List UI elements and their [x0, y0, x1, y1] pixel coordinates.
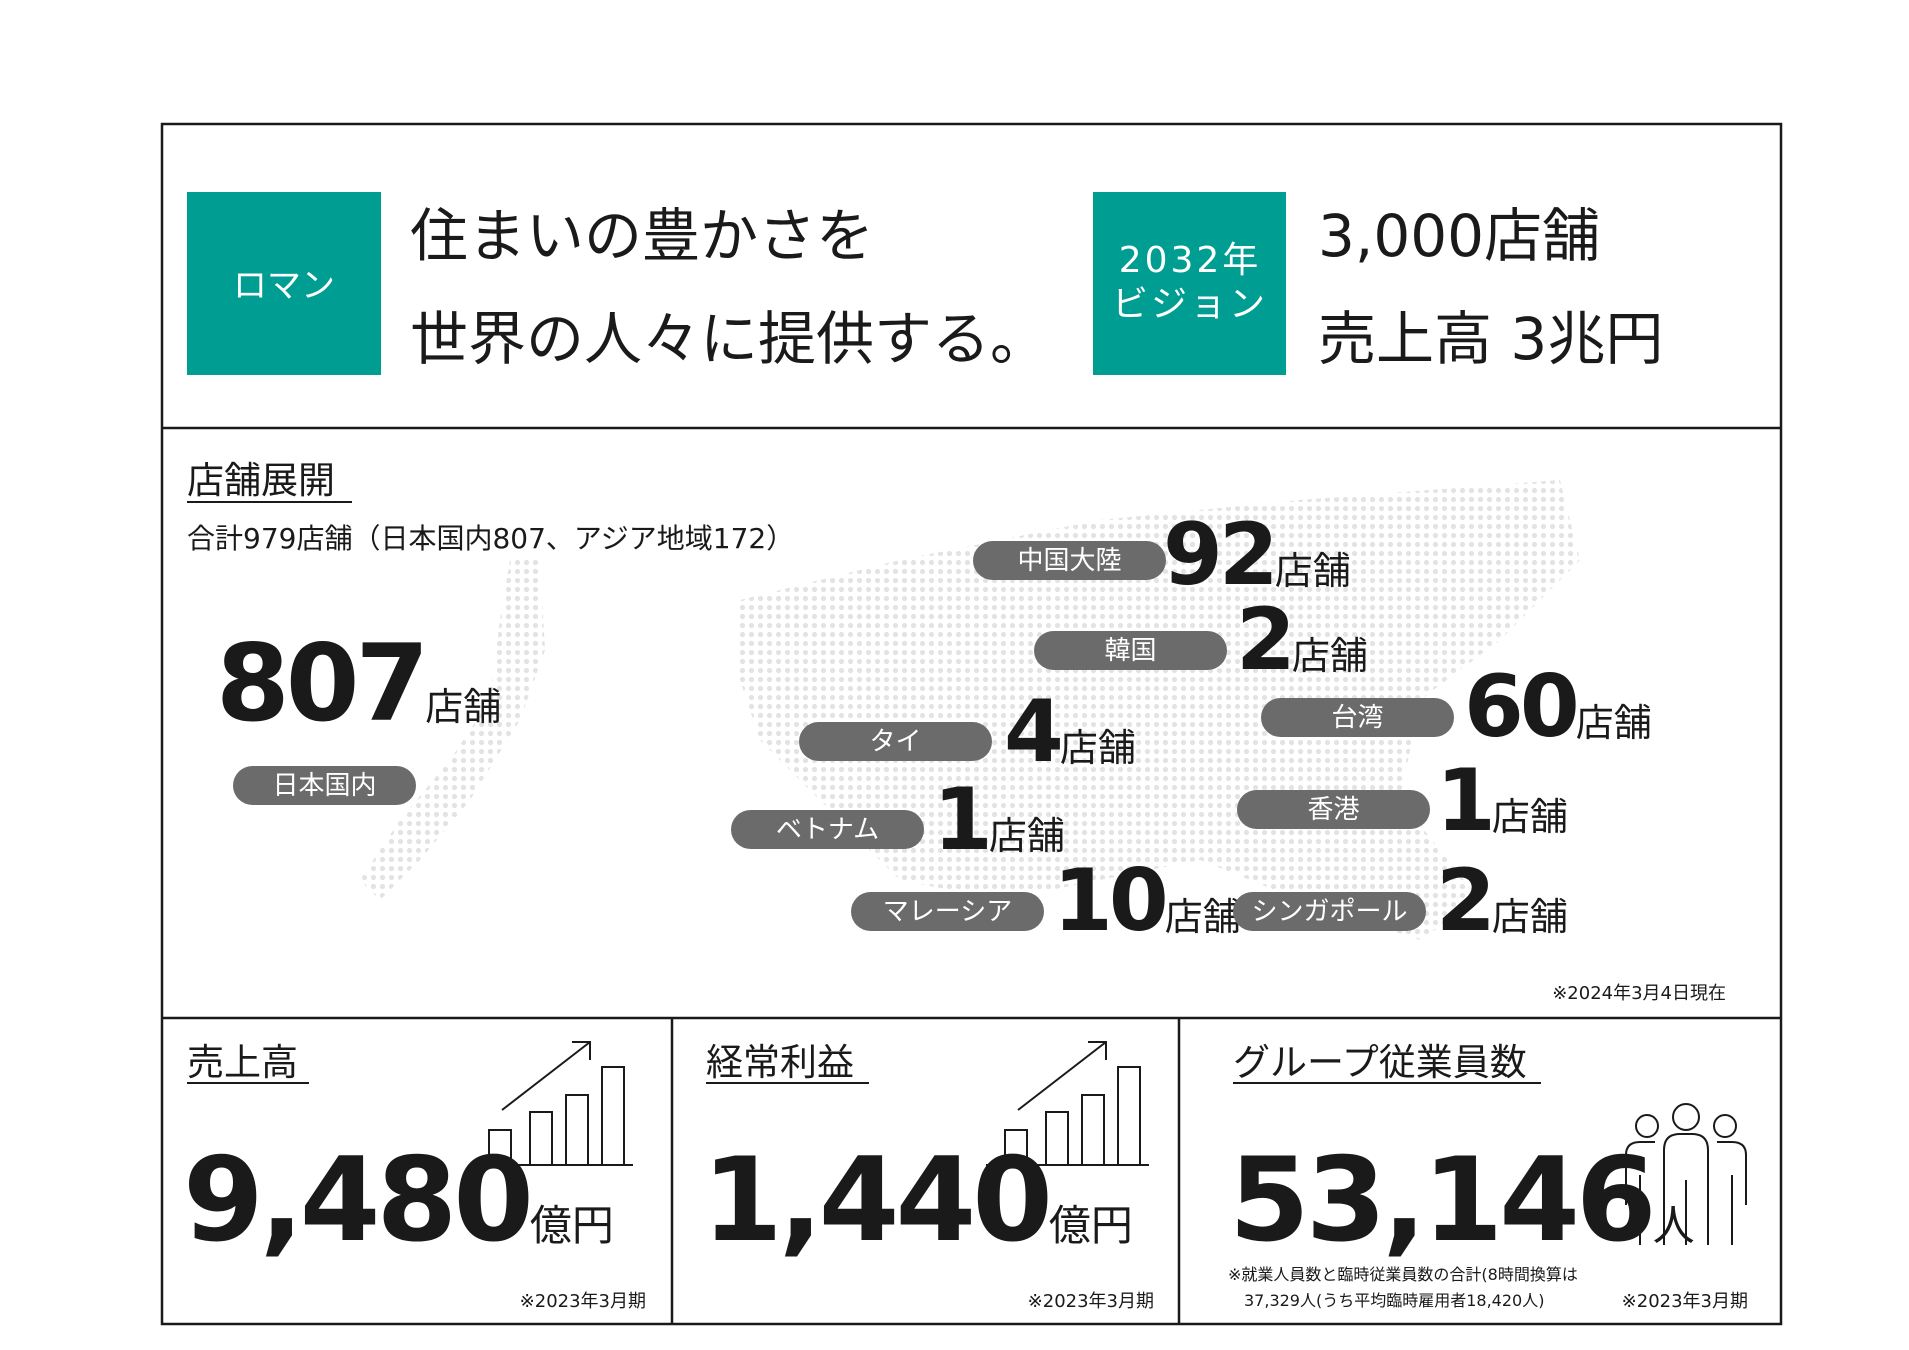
vision-badge-label: ビジョン	[1112, 284, 1268, 325]
kpi-value-unit: 億円	[530, 1201, 614, 1250]
region-count: 4店舗	[1004, 682, 1136, 782]
bar-icon	[470, 1041, 633, 1166]
region-count-unit: 店舗	[1492, 895, 1568, 939]
region-count-unit: 店舗	[1060, 726, 1136, 770]
mission-badge-label: ロマン	[233, 266, 335, 306]
vision-line: 3,000店舗	[1318, 202, 1600, 270]
region-count-number: 2	[1236, 590, 1292, 690]
kpi-value-number: 53,146	[1229, 1133, 1653, 1268]
kpi-note: ※2023年3月期	[520, 1291, 646, 1312]
vision-badge	[1093, 192, 1286, 375]
region-count-number: 4	[1004, 682, 1060, 782]
region-label: タイ	[869, 727, 921, 757]
japan-count-unit: 店舗	[425, 685, 501, 729]
stores-note: ※2024年3月4日現在	[1552, 983, 1726, 1004]
region-pill	[973, 541, 1166, 580]
region-label: 台湾	[1331, 703, 1383, 733]
region-label: 中国大陸	[1017, 546, 1121, 576]
mission-line: 世界の人々に提供する。	[410, 305, 1048, 373]
kpi-value-number: 1,440	[702, 1133, 1049, 1268]
region-count-number: 1	[1436, 751, 1492, 851]
kpi-title: グループ従業員数	[1233, 1041, 1527, 1084]
region-count-unit: 店舗	[1292, 634, 1368, 678]
region-count-unit: 店舗	[1492, 795, 1568, 839]
kpi-title: 経常利益	[706, 1041, 854, 1084]
region-label: 韓国	[1104, 636, 1156, 666]
mission-badge	[187, 192, 381, 375]
region-count-unit: 店舗	[1165, 895, 1241, 939]
kpi-value-unit: 人	[1653, 1201, 1695, 1250]
region-count: 60店舗	[1464, 657, 1652, 757]
vision-badge-label: 2032年	[1119, 240, 1262, 281]
kpi-value: 53,146人	[1229, 1133, 1695, 1268]
region-label: ベトナム	[776, 815, 879, 845]
vision-line: 売上高 3兆円	[1318, 305, 1663, 373]
people-icon	[1625, 1103, 1747, 1245]
region-count: 10店舗	[1053, 851, 1241, 951]
region-count-number: 2	[1436, 851, 1492, 951]
region-count-number: 92	[1163, 505, 1275, 605]
kpi-value-number: 9,480	[183, 1133, 530, 1268]
region-count-unit: 店舗	[989, 814, 1065, 858]
region-pill	[233, 766, 416, 805]
kpi-detail: ※就業人員数と臨時従業員数の合計(8時間換算は	[1228, 1265, 1578, 1284]
region-count-number: 1	[933, 770, 989, 870]
stores-title: 店舗展開	[187, 459, 335, 502]
region-count-unit: 店舗	[1275, 549, 1351, 593]
region-count: 92店舗	[1163, 505, 1351, 605]
kpi-note: ※2023年3月期	[1622, 1291, 1748, 1312]
region-pill	[851, 892, 1044, 931]
japan-count: 807店舗	[216, 622, 501, 745]
region-pill	[1261, 698, 1454, 737]
region-count: 2店舗	[1436, 851, 1568, 951]
bar-icon	[986, 1041, 1149, 1166]
region-count: 1店舗	[1436, 751, 1568, 851]
region-count-number: 10	[1053, 851, 1165, 951]
japan-count-number: 807	[216, 622, 425, 745]
kpi-value-unit: 億円	[1049, 1201, 1133, 1250]
region-pill	[1233, 892, 1426, 931]
region-pill	[799, 722, 992, 761]
mission-line: 住まいの豊かさを	[410, 202, 874, 270]
region-label: 日本国内	[272, 771, 376, 801]
kpi-detail: 37,329人(うち平均臨時雇用者18,420人)	[1244, 1291, 1544, 1310]
frame	[160, 122, 1783, 1326]
region-count: 2店舗	[1236, 590, 1368, 690]
region-count: 1店舗	[933, 770, 1065, 870]
stores-summary: 合計979店舗（日本国内807、アジア地域172）	[187, 522, 794, 555]
region-count-number: 60	[1464, 657, 1576, 757]
region-label: シンガポール	[1251, 897, 1407, 927]
kpi-note: ※2023年3月期	[1028, 1291, 1154, 1312]
region-label: マレーシア	[883, 897, 1012, 927]
region-pill	[1034, 631, 1227, 670]
region-pill	[1237, 790, 1430, 829]
region-count-unit: 店舗	[1576, 701, 1652, 745]
region-pill	[731, 810, 924, 849]
kpi-title: 売上高	[187, 1041, 298, 1084]
kpi-value: 1,440億円	[702, 1133, 1133, 1268]
region-label: 香港	[1307, 795, 1359, 825]
kpi-value: 9,480億円	[183, 1133, 614, 1268]
